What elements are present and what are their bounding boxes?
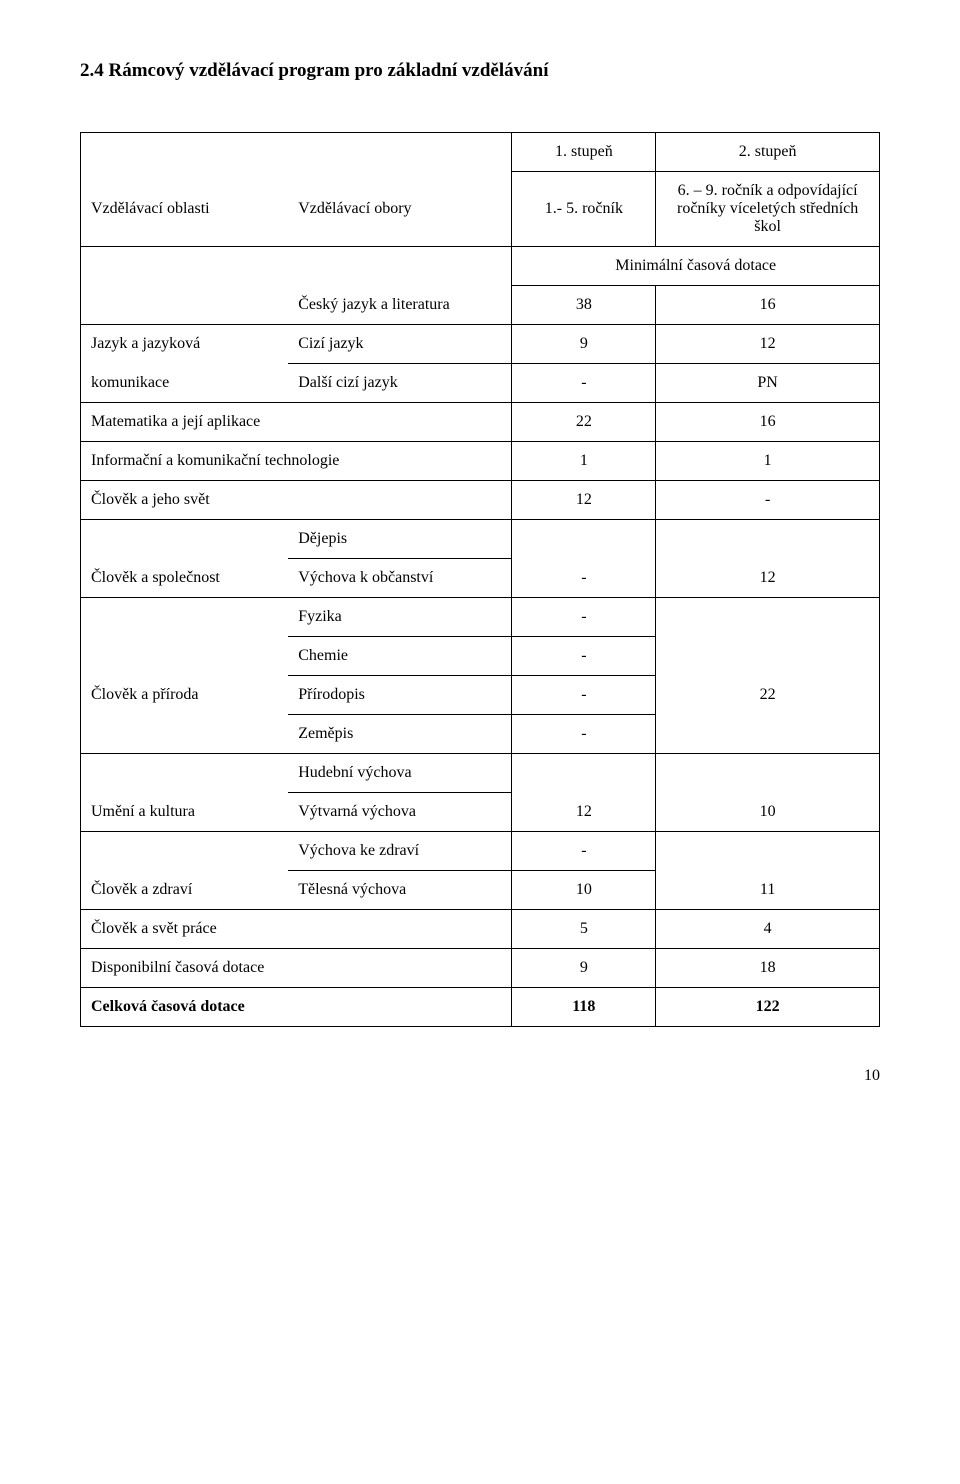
oblast-cell: Disponibilní časová dotace	[81, 949, 512, 988]
oblast-cell: Matematika a její aplikace	[81, 403, 512, 442]
oblast-cell: Člověk a společnost	[81, 559, 289, 598]
oblast-cell: Člověk a příroda	[81, 676, 289, 715]
obor-cell: Hudební výchova	[288, 754, 512, 793]
oblast-cell: komunikace	[81, 364, 289, 403]
oblast-cell: Umění a kultura	[81, 793, 289, 832]
value-cell: 5	[512, 910, 656, 949]
value-cell: 22	[512, 403, 656, 442]
value-cell: 9	[512, 949, 656, 988]
blank-cell	[81, 286, 289, 325]
value-cell: -	[512, 637, 656, 676]
obor-cell: Výtvarná výchova	[288, 793, 512, 832]
value-cell: PN	[656, 364, 880, 403]
obor-cell: Tělesná výchova	[288, 871, 512, 910]
header-cell	[81, 133, 289, 172]
blank-cell	[81, 637, 289, 676]
blank-cell	[512, 754, 656, 793]
obor-cell: Cizí jazyk	[288, 325, 512, 364]
blank-cell	[81, 598, 289, 637]
obor-cell: Chemie	[288, 637, 512, 676]
obor-cell: Český jazyk a literatura	[288, 286, 512, 325]
header-stage2: 2. stupeň	[656, 133, 880, 172]
page-number: 10	[80, 1067, 880, 1085]
value-cell: 12	[656, 325, 880, 364]
curriculum-table: 1. stupeň 2. stupeň Vzdělávací oblasti V…	[80, 132, 880, 1027]
obor-cell: Dějepis	[288, 520, 512, 559]
value-cell: 122	[656, 988, 880, 1027]
blank-cell	[288, 247, 512, 286]
value-cell: -	[512, 559, 656, 598]
blank-cell	[81, 715, 289, 754]
value-cell: -	[512, 832, 656, 871]
blank-cell	[81, 754, 289, 793]
blank-cell	[656, 637, 880, 676]
oblast-cell: Jazyk a jazyková	[81, 325, 289, 364]
value-cell: -	[512, 715, 656, 754]
blank-cell	[81, 520, 289, 559]
obor-cell: Výchova ke zdraví	[288, 832, 512, 871]
header-sub2: 6. – 9. ročník a odpovídající ročníky ví…	[656, 172, 880, 247]
blank-cell	[656, 520, 880, 559]
value-cell: -	[512, 364, 656, 403]
oblast-cell: Celková časová dotace	[81, 988, 512, 1027]
header-oblasti: Vzdělávací oblasti	[81, 172, 289, 247]
oblast-cell: Člověk a zdraví	[81, 871, 289, 910]
blank-cell	[656, 754, 880, 793]
header-obory: Vzdělávací obory	[288, 172, 512, 247]
value-cell: 9	[512, 325, 656, 364]
value-cell: -	[656, 481, 880, 520]
value-cell: 12	[656, 559, 880, 598]
blank-cell	[656, 715, 880, 754]
blank-cell	[656, 598, 880, 637]
obor-cell: Výchova k občanství	[288, 559, 512, 598]
obor-cell: Zeměpis	[288, 715, 512, 754]
oblast-cell: Člověk a jeho svět	[81, 481, 512, 520]
value-cell: -	[512, 598, 656, 637]
value-cell: 1	[656, 442, 880, 481]
value-cell: 16	[656, 403, 880, 442]
blank-cell	[512, 520, 656, 559]
value-cell: 38	[512, 286, 656, 325]
header-min-dotace: Minimální časová dotace	[512, 247, 880, 286]
value-cell: 22	[656, 676, 880, 715]
value-cell: 11	[656, 871, 880, 910]
value-cell: 1	[512, 442, 656, 481]
value-cell: 10	[512, 871, 656, 910]
blank-cell	[81, 832, 289, 871]
obor-cell: Další cizí jazyk	[288, 364, 512, 403]
value-cell: -	[512, 676, 656, 715]
value-cell: 10	[656, 793, 880, 832]
oblast-cell: Informační a komunikační technologie	[81, 442, 512, 481]
value-cell: 12	[512, 793, 656, 832]
header-sub1: 1.- 5. ročník	[512, 172, 656, 247]
blank-cell	[656, 832, 880, 871]
section-heading: 2.4 Rámcový vzdělávací program pro zákla…	[80, 60, 880, 82]
value-cell: 118	[512, 988, 656, 1027]
obor-cell: Fyzika	[288, 598, 512, 637]
value-cell: 16	[656, 286, 880, 325]
obor-cell: Přírodopis	[288, 676, 512, 715]
header-stage1: 1. stupeň	[512, 133, 656, 172]
header-cell	[288, 133, 512, 172]
value-cell: 4	[656, 910, 880, 949]
value-cell: 18	[656, 949, 880, 988]
value-cell: 12	[512, 481, 656, 520]
oblast-cell: Člověk a svět práce	[81, 910, 512, 949]
blank-cell	[81, 247, 289, 286]
